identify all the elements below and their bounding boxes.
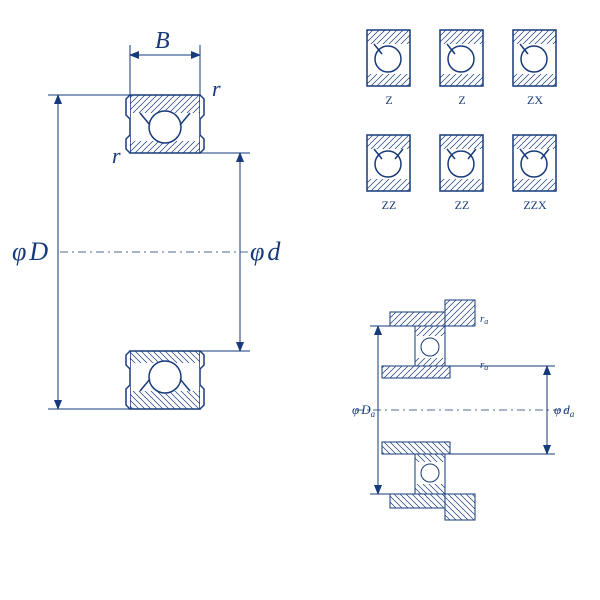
variant-icon	[513, 135, 556, 191]
label-phiDa: φDa	[352, 402, 376, 419]
variant-grid: Z Z ZX	[367, 30, 556, 212]
label-r-top: r	[212, 76, 221, 101]
variant-label: Z	[458, 93, 465, 107]
variant-label: ZZX	[523, 198, 547, 212]
main-cross-section: B r r φD φd	[12, 28, 281, 409]
variant-icon	[367, 135, 410, 191]
variant-row-2: ZZ ZZ ZZX	[367, 135, 556, 212]
variant-icon	[367, 30, 410, 86]
variant-icon	[513, 30, 556, 86]
lower-ring	[126, 351, 204, 409]
upper-ring	[126, 95, 204, 153]
mounting-section: ra ra φDa φda	[352, 300, 575, 520]
label-r-mid: r	[112, 143, 121, 168]
label-phid: φd	[250, 237, 281, 266]
variant-icon	[440, 135, 483, 191]
label-B: B	[155, 28, 170, 54]
bearing-diagram: B r r φD φd	[0, 0, 600, 600]
variant-label: ZZ	[455, 198, 470, 212]
variant-icon	[440, 30, 483, 86]
variant-label: Z	[385, 93, 392, 107]
label-phiD: φD	[12, 237, 48, 266]
variant-label: ZX	[527, 93, 543, 107]
variant-label: ZZ	[382, 198, 397, 212]
label-ra-top: ra	[480, 313, 488, 326]
variant-row-1: Z Z ZX	[367, 30, 556, 107]
label-phida: φda	[554, 402, 575, 419]
